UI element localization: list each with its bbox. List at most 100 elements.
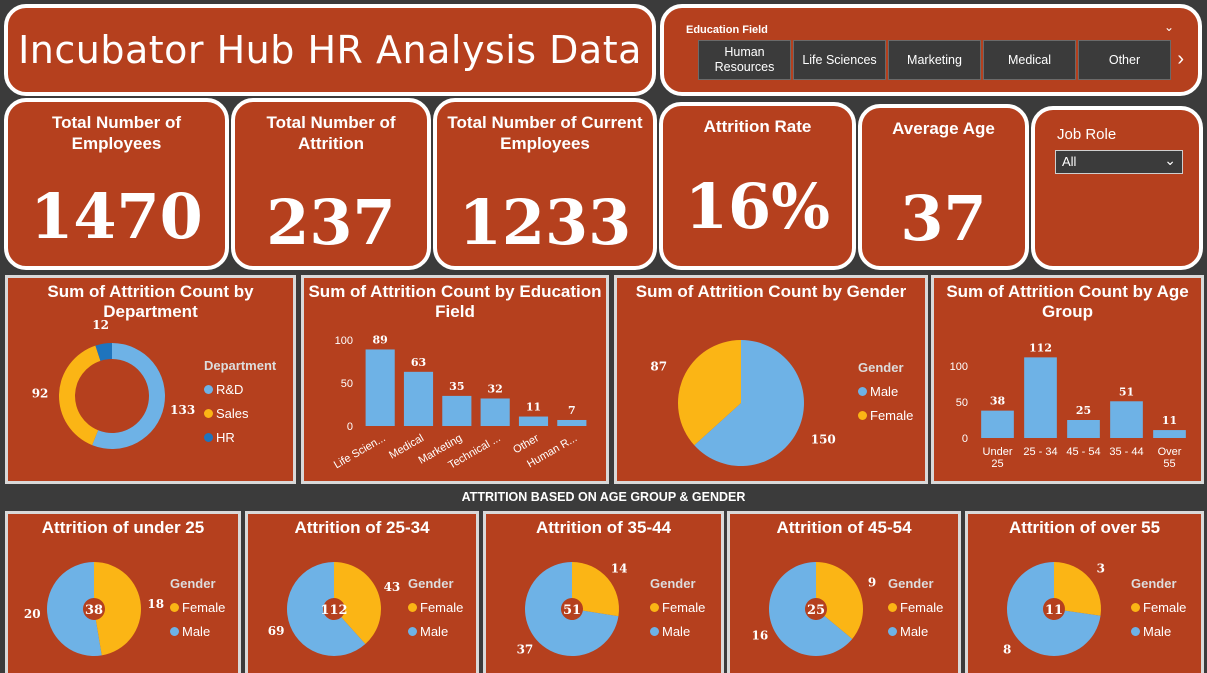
chart-attrition-by-department: Sum of Attrition Count by Department 133… bbox=[5, 275, 296, 484]
legend-title: Gender bbox=[170, 576, 216, 591]
pie-slice-male bbox=[1007, 562, 1101, 656]
legend-dot bbox=[858, 411, 867, 420]
data-label: 3 bbox=[1097, 561, 1105, 575]
chart-legend: Gender Female Male bbox=[408, 572, 463, 644]
kpi-current-employees: Total Number of Current Employees 1233 bbox=[433, 98, 657, 270]
slicer-option-medical[interactable]: Medical bbox=[983, 40, 1076, 80]
pie-slice-female bbox=[1054, 562, 1101, 616]
legend-label: Male bbox=[900, 624, 929, 639]
chart-attrition-by-gender: Sum of Attrition Count by Gender 150 87 G… bbox=[614, 275, 928, 484]
section-label: ATTRITION BASED ON AGE GROUP & GENDER bbox=[461, 490, 746, 504]
data-label: 11 bbox=[1162, 414, 1177, 427]
legend-item: R&D bbox=[204, 378, 276, 402]
legend-item: Male bbox=[650, 620, 705, 644]
bar bbox=[1024, 357, 1057, 438]
legend-item: Male bbox=[888, 620, 943, 644]
kpi-value: 1233 bbox=[458, 186, 632, 259]
job-role-dropdown[interactable]: All ⌄ bbox=[1055, 150, 1183, 174]
pie-slice-female bbox=[572, 562, 619, 617]
kpi-label: Attrition Rate bbox=[703, 117, 812, 136]
legend-dot bbox=[650, 627, 659, 636]
slicer-option-human-resources[interactable]: Human Resources bbox=[698, 40, 791, 80]
kpi-value: 16% bbox=[684, 170, 831, 243]
chart-legend: Gender Female Male bbox=[888, 572, 943, 644]
y-tick-label: 0 bbox=[962, 433, 968, 445]
chart-attrition-25-34: Attrition of 25-34 43 69 112 Gender Female… bbox=[245, 511, 479, 673]
legend-dot bbox=[408, 603, 417, 612]
gender-donut-under-25: 18 20 38 bbox=[24, 562, 164, 656]
data-label: 69 bbox=[268, 624, 285, 638]
pie-slice-r-d bbox=[92, 343, 165, 449]
pie-slice-female bbox=[334, 562, 381, 645]
pie-slice-female bbox=[816, 562, 863, 639]
legend-dot bbox=[170, 603, 179, 612]
department-donut: 133 92 12 bbox=[32, 318, 195, 449]
chart-title: Attrition of over 55 bbox=[1008, 518, 1161, 537]
kpi-label: Total Number of Current Employees bbox=[447, 113, 643, 153]
legend-dot bbox=[204, 385, 213, 394]
pie-slice-hr bbox=[95, 343, 112, 361]
legend-dot bbox=[1131, 627, 1140, 636]
legend-item: Male bbox=[170, 620, 225, 644]
legend-item: Female bbox=[888, 596, 943, 620]
legend-item: Female bbox=[408, 596, 463, 620]
slicer-option-life-sciences[interactable]: Life Sciences bbox=[793, 40, 886, 80]
gender-pie: 150 87 bbox=[650, 340, 836, 466]
chart-title: Attrition of under 25 bbox=[41, 518, 205, 537]
bar bbox=[1067, 420, 1100, 438]
chart-attrition-by-education: Sum of Attrition Count by Education Fiel… bbox=[301, 275, 609, 484]
legend-dot bbox=[888, 627, 897, 636]
chart-title: Attrition of 45-54 bbox=[776, 518, 912, 537]
y-tick-label: 0 bbox=[347, 421, 353, 433]
data-label: 8 bbox=[1003, 643, 1011, 657]
chevron-right-icon[interactable]: › bbox=[1177, 48, 1184, 70]
bar bbox=[365, 349, 395, 426]
chevron-down-icon[interactable]: ⌄ bbox=[1163, 20, 1174, 34]
legend-label: Female bbox=[870, 408, 914, 423]
legend-title: Gender bbox=[858, 360, 904, 375]
total-label: 38 bbox=[85, 603, 103, 618]
bar bbox=[981, 410, 1014, 438]
chart-legend: Gender Male Female bbox=[858, 356, 913, 428]
legend-item: Female bbox=[170, 596, 225, 620]
legend-dot bbox=[408, 627, 417, 636]
data-label: 51 bbox=[1119, 385, 1134, 398]
kpi-label: Average Age bbox=[892, 119, 995, 138]
legend-dot bbox=[650, 603, 659, 612]
job-role-slicer: Job Role All ⌄ bbox=[1031, 106, 1203, 270]
title-card: Incubator Hub HR Analysis Data bbox=[4, 4, 656, 96]
legend-title: Department bbox=[204, 358, 277, 373]
kpi-total-attrition: Total Number of Attrition 237 bbox=[231, 98, 431, 270]
slicer-option-marketing[interactable]: Marketing bbox=[888, 40, 981, 80]
data-label: 18 bbox=[147, 597, 164, 611]
x-tick-label: 55 bbox=[1163, 458, 1175, 470]
kpi-value: 37 bbox=[900, 182, 987, 255]
kpi-label: Total Number of Employees bbox=[51, 113, 182, 153]
kpi-attrition-rate: Attrition Rate 16% bbox=[659, 102, 856, 270]
legend-dot bbox=[204, 409, 213, 418]
legend-dot bbox=[204, 433, 213, 442]
data-label: 7 bbox=[568, 404, 576, 417]
chart-title: Sum of Attrition Count by Age Group bbox=[946, 282, 1189, 321]
pie-slice-male bbox=[694, 340, 804, 466]
x-tick-label: Under bbox=[983, 446, 1013, 458]
kpi-value: 237 bbox=[266, 186, 396, 259]
slicer-option-other[interactable]: Other bbox=[1078, 40, 1171, 80]
education-field-slicer: Education Field ⌄ Human Resources Life S… bbox=[660, 4, 1202, 96]
data-label: 43 bbox=[384, 580, 401, 594]
legend-item: Sales bbox=[204, 402, 276, 426]
legend-item: Male bbox=[408, 620, 463, 644]
data-label: 87 bbox=[650, 360, 667, 374]
chart-title: Attrition of 35-44 bbox=[535, 518, 672, 537]
pie-slice-female bbox=[94, 562, 141, 656]
chart-attrition-under-25: Attrition of under 25 18 20 38 Gender Fema… bbox=[5, 511, 241, 673]
legend-label: Female bbox=[900, 600, 944, 615]
y-tick-label: 50 bbox=[956, 397, 968, 409]
chart-title: Sum of Attrition Count by Education Fiel… bbox=[308, 282, 602, 321]
legend-label: HR bbox=[216, 430, 235, 445]
data-label: 35 bbox=[449, 380, 464, 393]
y-tick-label: 50 bbox=[341, 378, 353, 390]
pie-slice-sales bbox=[58, 345, 101, 446]
legend-title: Gender bbox=[408, 576, 454, 591]
